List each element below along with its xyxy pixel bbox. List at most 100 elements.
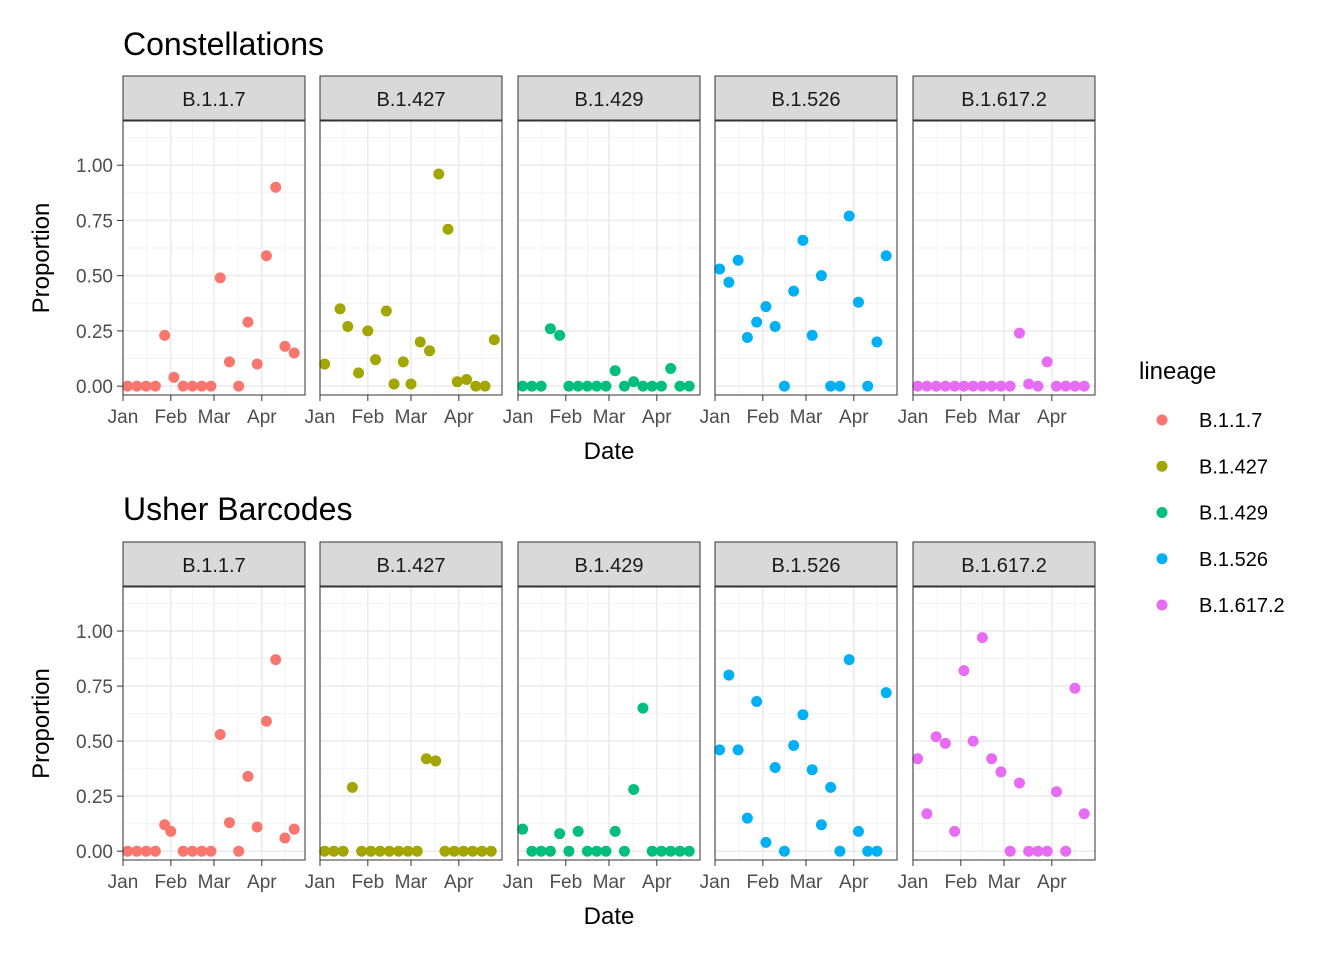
data-point [618, 845, 630, 857]
y-tick-label: 0.00 [76, 842, 113, 863]
data-point [544, 323, 556, 335]
x-tick-label: Apr [1037, 872, 1067, 893]
data-point [380, 305, 392, 317]
facet-panel: B.1.1.7 Jan Feb Mar Apr 0.00 0.25 0.50 0.75 1.00 [76, 541, 306, 893]
data-point [451, 376, 463, 388]
data-point [279, 340, 291, 352]
data-point [609, 825, 621, 837]
data-point [871, 336, 883, 348]
y-axis-title: Proportion [28, 203, 55, 314]
data-point [806, 329, 818, 341]
data-point [591, 380, 603, 392]
data-point [600, 845, 612, 857]
data-point [741, 812, 753, 824]
x-tick-label: Jan [503, 872, 534, 893]
data-point [741, 332, 753, 344]
facet-strip [122, 541, 306, 587]
facet-strip-label: B.1.1.7 [182, 89, 245, 111]
legend-item: B.1.526 [1156, 549, 1268, 571]
data-point [591, 845, 603, 857]
legend-item: B.1.1.7 [1156, 410, 1262, 432]
data-point [433, 168, 445, 180]
facet-panel: B.1.429 Jan Feb Mar Apr [503, 541, 701, 893]
data-point [815, 270, 827, 282]
data-point [618, 380, 630, 392]
facet-panel: B.1.526 Jan Feb Mar Apr [700, 75, 898, 428]
data-point [196, 380, 208, 392]
data-point [383, 845, 395, 857]
data-point [214, 729, 226, 741]
facet-strip-label: B.1.526 [772, 555, 841, 577]
legend-label: B.1.617.2 [1199, 595, 1285, 617]
data-point [1050, 786, 1062, 798]
data-point [168, 371, 180, 383]
data-point [986, 753, 998, 765]
data-point [912, 380, 924, 392]
data-point [288, 823, 300, 835]
data-point [760, 836, 772, 848]
data-point [122, 380, 134, 392]
data-point [976, 380, 988, 392]
facet-strip-label: B.1.526 [772, 89, 841, 111]
data-point [526, 845, 538, 857]
x-tick-label: Mar [395, 872, 428, 893]
y-tick-label: 1.00 [76, 156, 113, 177]
x-tick-label: Apr [247, 407, 277, 428]
data-point [949, 825, 961, 837]
facet-strip-label: B.1.429 [575, 89, 644, 111]
data-point [600, 380, 612, 392]
data-point [362, 325, 374, 337]
data-point [535, 380, 547, 392]
data-point [572, 825, 584, 837]
legend-item: B.1.617.2 [1156, 595, 1285, 617]
data-point [732, 744, 744, 756]
data-point [485, 845, 497, 857]
data-point [479, 380, 491, 392]
data-point [723, 276, 735, 288]
data-point [488, 334, 500, 346]
legend-item: B.1.429 [1156, 503, 1268, 525]
facet-strip-label: B.1.429 [575, 555, 644, 577]
data-point [930, 731, 942, 743]
data-point [760, 301, 772, 313]
data-point [930, 380, 942, 392]
chart-row-2: Usher Barcodes B.1.1.7 Jan Feb Mar Apr 0.00 0.2… [28, 491, 1096, 930]
data-point [637, 702, 649, 714]
data-point [788, 740, 800, 752]
x-tick-label: Feb [549, 872, 582, 893]
facet-panel: B.1.427 Jan Feb Mar Apr [305, 75, 503, 428]
data-point [214, 272, 226, 284]
facet-panel: B.1.429 Jan Feb Mar Apr [503, 75, 701, 428]
data-point [424, 345, 436, 357]
data-point [319, 845, 331, 857]
data-point [334, 303, 346, 315]
y-tick-label: 0.25 [76, 322, 113, 343]
data-point [732, 254, 744, 266]
data-point [288, 347, 300, 359]
x-tick-label: Jan [700, 407, 731, 428]
x-axis-title: Date [584, 438, 635, 465]
data-point [815, 819, 827, 831]
facet-strip [517, 541, 701, 587]
data-point [319, 358, 331, 370]
data-point [912, 753, 924, 765]
data-point [544, 845, 556, 857]
y-tick-label: 1.00 [76, 622, 113, 643]
data-point [270, 654, 282, 666]
data-point [637, 380, 649, 392]
data-point [526, 380, 538, 392]
data-point [674, 380, 686, 392]
data-point [149, 845, 161, 857]
legend-key [1156, 460, 1168, 472]
facet-strip-label: B.1.427 [377, 555, 446, 577]
x-tick-label: Mar [198, 872, 231, 893]
y-tick-label: 0.25 [76, 787, 113, 808]
data-point [205, 380, 217, 392]
data-point [535, 845, 547, 857]
data-point [370, 354, 382, 366]
data-point [655, 380, 667, 392]
data-point [714, 263, 726, 275]
data-point [196, 845, 208, 857]
data-point [388, 378, 400, 390]
data-point [470, 380, 482, 392]
